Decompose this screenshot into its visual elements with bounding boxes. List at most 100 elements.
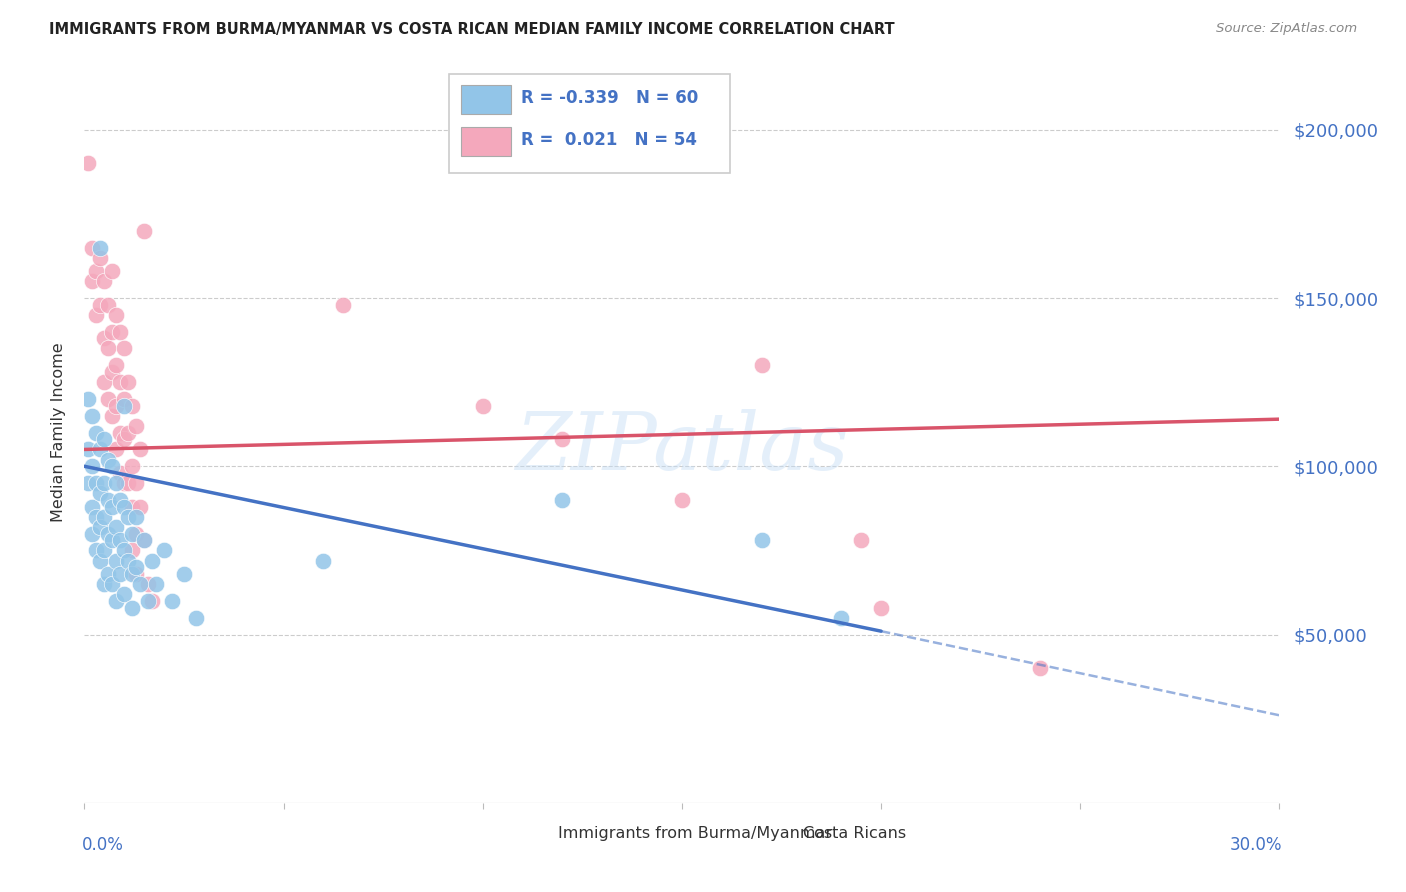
Point xyxy=(93,375,115,389)
Point xyxy=(101,409,124,423)
Point xyxy=(89,486,111,500)
Point xyxy=(125,526,148,541)
Point xyxy=(93,543,115,558)
Point xyxy=(93,331,115,345)
Point xyxy=(93,433,115,447)
Point xyxy=(125,418,148,433)
Point xyxy=(125,566,148,581)
Text: 30.0%: 30.0% xyxy=(1229,836,1282,855)
Point xyxy=(110,492,132,507)
Point xyxy=(97,392,120,406)
Point xyxy=(101,264,124,278)
Point xyxy=(117,553,139,567)
Text: 0.0%: 0.0% xyxy=(82,836,124,855)
FancyBboxPatch shape xyxy=(461,127,510,156)
Point xyxy=(82,526,104,541)
Point xyxy=(125,476,148,491)
Point xyxy=(471,399,494,413)
Point xyxy=(751,359,773,373)
Point xyxy=(173,566,195,581)
Point xyxy=(89,442,111,457)
Point xyxy=(105,594,128,608)
Point xyxy=(97,298,120,312)
Point xyxy=(97,566,120,581)
Point xyxy=(332,298,354,312)
FancyBboxPatch shape xyxy=(759,823,796,847)
Text: Immigrants from Burma/Myanmar: Immigrants from Burma/Myanmar xyxy=(558,826,832,841)
Point xyxy=(110,425,132,440)
Point xyxy=(97,342,120,356)
Point xyxy=(129,577,152,591)
Point xyxy=(77,156,100,170)
Point xyxy=(89,240,111,255)
Point xyxy=(86,264,108,278)
Point xyxy=(89,553,111,567)
Point xyxy=(101,533,124,548)
Point xyxy=(112,342,135,356)
Text: R = -0.339   N = 60: R = -0.339 N = 60 xyxy=(520,89,697,107)
Point xyxy=(132,224,156,238)
Point xyxy=(101,500,124,514)
Point xyxy=(125,509,148,524)
Point xyxy=(551,433,574,447)
Point xyxy=(93,476,115,491)
Point xyxy=(751,533,773,548)
Point xyxy=(89,251,111,265)
Point xyxy=(117,425,139,440)
Point xyxy=(86,509,108,524)
Point xyxy=(112,476,135,491)
Point xyxy=(129,442,152,457)
Point xyxy=(86,308,108,322)
Point xyxy=(830,610,852,624)
Point xyxy=(105,399,128,413)
Point xyxy=(105,476,128,491)
Point xyxy=(89,298,111,312)
Point xyxy=(112,543,135,558)
Point xyxy=(82,500,104,514)
Point xyxy=(97,526,120,541)
Point xyxy=(121,566,143,581)
Point xyxy=(105,520,128,534)
Point xyxy=(110,325,132,339)
Point xyxy=(93,274,115,288)
Point xyxy=(136,577,159,591)
Point xyxy=(121,543,143,558)
Point xyxy=(112,433,135,447)
Y-axis label: Median Family Income: Median Family Income xyxy=(51,343,66,523)
Point xyxy=(145,577,167,591)
Point xyxy=(77,476,100,491)
Point xyxy=(125,560,148,574)
Point xyxy=(121,500,143,514)
Point xyxy=(77,442,100,457)
Point xyxy=(82,459,104,474)
Point xyxy=(141,594,163,608)
FancyBboxPatch shape xyxy=(449,73,730,173)
Point xyxy=(551,492,574,507)
Point xyxy=(851,533,873,548)
Point xyxy=(77,392,100,406)
Text: Source: ZipAtlas.com: Source: ZipAtlas.com xyxy=(1216,22,1357,36)
Point xyxy=(153,543,176,558)
Point xyxy=(82,409,104,423)
Point xyxy=(671,492,693,507)
Point xyxy=(105,553,128,567)
Point xyxy=(141,553,163,567)
Point xyxy=(1029,661,1052,675)
Point xyxy=(112,500,135,514)
Point xyxy=(86,476,108,491)
Point xyxy=(117,509,139,524)
Point xyxy=(110,375,132,389)
Text: R =  0.021   N = 54: R = 0.021 N = 54 xyxy=(520,131,696,149)
Point xyxy=(101,577,124,591)
Point xyxy=(121,600,143,615)
Point xyxy=(136,594,159,608)
Point xyxy=(105,442,128,457)
Point xyxy=(86,425,108,440)
Point xyxy=(112,392,135,406)
Text: ZIPatlas: ZIPatlas xyxy=(515,409,849,486)
Point xyxy=(117,476,139,491)
Point xyxy=(101,325,124,339)
Point xyxy=(184,610,207,624)
Point xyxy=(132,533,156,548)
Point xyxy=(97,452,120,467)
